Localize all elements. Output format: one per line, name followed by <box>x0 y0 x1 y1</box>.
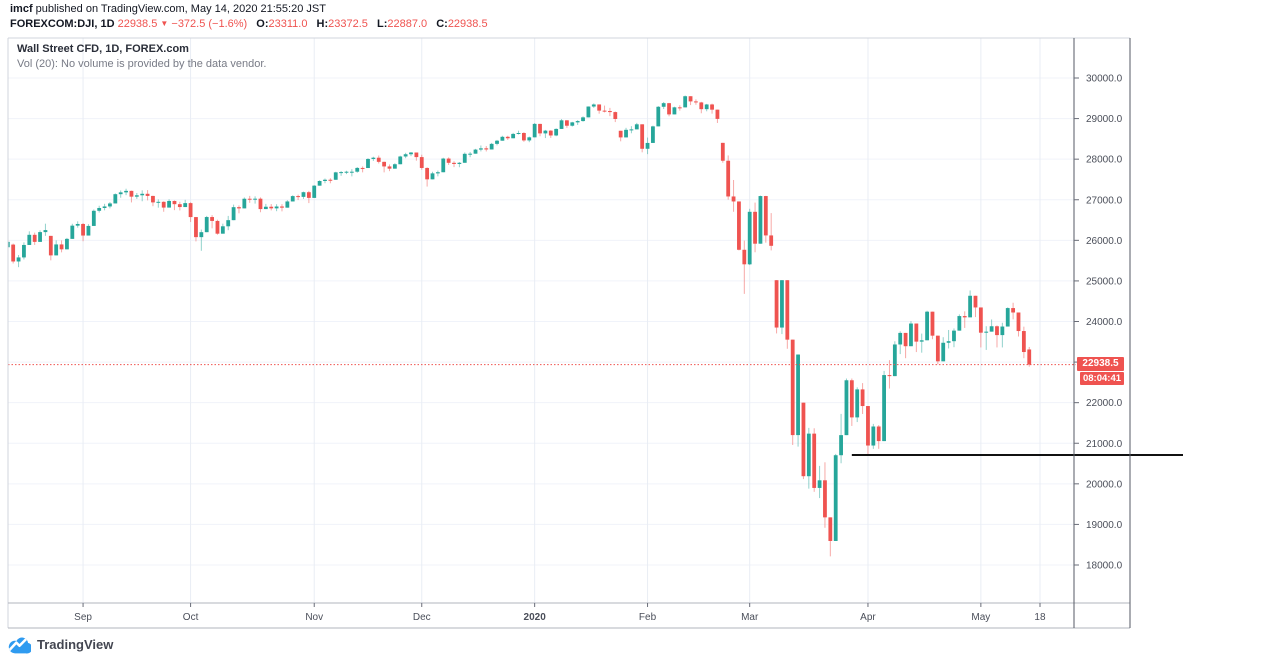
svg-text:30000.0: 30000.0 <box>1086 74 1123 85</box>
down-arrow-icon: ▼ <box>160 19 169 28</box>
low-label: L: <box>376 18 388 30</box>
svg-text:Mar: Mar <box>741 612 759 623</box>
svg-text:18: 18 <box>1034 612 1046 623</box>
svg-text:25000.0: 25000.0 <box>1086 276 1123 287</box>
svg-text:29000.0: 29000.0 <box>1086 114 1123 125</box>
legend-volume-study[interactable]: Vol (20): No volume is provided by the d… <box>17 58 267 70</box>
last-price: 22938.5 <box>117 18 158 30</box>
svg-text:Feb: Feb <box>639 612 657 623</box>
svg-text:21000.0: 21000.0 <box>1086 439 1123 450</box>
close-value: 22938.5 <box>447 18 488 30</box>
low-value: 22887.0 <box>387 18 428 30</box>
price-axis[interactable] <box>1074 38 1130 603</box>
time-axis[interactable] <box>8 603 1074 628</box>
high-value: 23372.5 <box>328 18 368 30</box>
open-value: 23311.0 <box>268 18 308 30</box>
author-name: imcf <box>10 3 33 15</box>
last-price-axis-label: 22938.5 <box>1077 357 1124 371</box>
chart-legend[interactable]: Wall Street CFD, 1D, FOREX.com Vol (20):… <box>17 43 266 70</box>
svg-text:19000.0: 19000.0 <box>1086 520 1123 531</box>
symbol-info-line: FOREXCOM:DJI, 1D 22938.5 ▼ −372.5 (−1.6%… <box>10 18 488 30</box>
candles <box>8 95 1032 557</box>
svg-text:May: May <box>971 612 990 623</box>
chart-frame <box>7 37 1131 629</box>
open-label: O: <box>256 18 269 30</box>
svg-text:28000.0: 28000.0 <box>1086 155 1123 166</box>
time-axis-labels: Sep Oct Nov Dec 2020 Feb Mar Apr May 18 <box>74 603 1046 623</box>
bar-close-countdown: 08:04:41 <box>1080 372 1124 385</box>
price-change: −372.5 (−1.6%) <box>171 18 248 30</box>
svg-text:26000.0: 26000.0 <box>1086 236 1123 247</box>
svg-text:Nov: Nov <box>305 612 323 623</box>
legend-title[interactable]: Wall Street CFD, 1D, FOREX.com <box>17 43 189 55</box>
tradingview-cloud-icon <box>8 637 31 654</box>
svg-text:24000.0: 24000.0 <box>1086 317 1123 328</box>
high-label: H: <box>316 18 329 30</box>
byline: imcf published on TradingView.com, May 1… <box>10 3 326 15</box>
svg-text:Dec: Dec <box>413 612 431 623</box>
byline-text: published on TradingView.com, May 14, 20… <box>32 3 326 15</box>
grid <box>8 38 1074 603</box>
svg-text:Apr: Apr <box>860 612 876 623</box>
close-label: C: <box>436 18 448 30</box>
tradingview-logo[interactable]: TradingView <box>8 635 113 654</box>
svg-text:20000.0: 20000.0 <box>1086 479 1123 490</box>
svg-text:Sep: Sep <box>74 612 92 623</box>
tradingview-logo-text: TradingView <box>37 637 114 652</box>
svg-text:22000.0: 22000.0 <box>1086 398 1123 409</box>
svg-text:27000.0: 27000.0 <box>1086 195 1123 206</box>
svg-text:Oct: Oct <box>183 612 199 623</box>
svg-text:18000.0: 18000.0 <box>1086 561 1123 572</box>
svg-text:2020: 2020 <box>524 612 547 623</box>
symbol-name: FOREXCOM:DJI, 1D <box>10 18 115 30</box>
